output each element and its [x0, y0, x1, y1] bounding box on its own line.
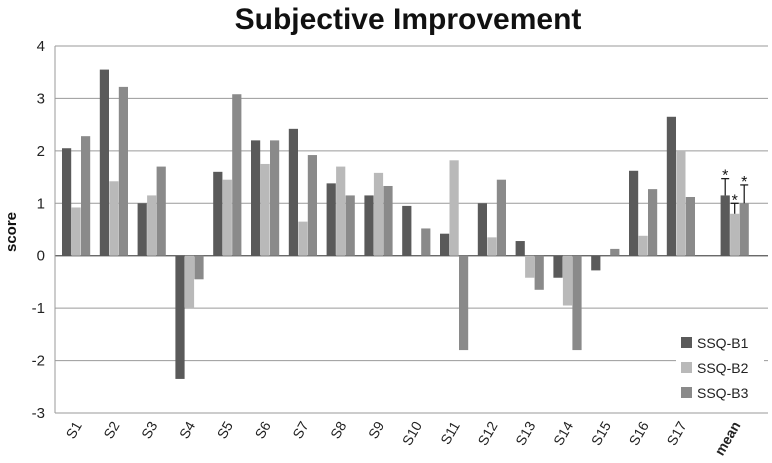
x-tick-label: S2 — [100, 418, 123, 441]
bar-ssq-b2-s8 — [336, 166, 346, 256]
bar-ssq-b1-s9 — [364, 195, 374, 256]
bar-ssq-b2-s6 — [260, 163, 270, 256]
bar-ssq-b1-s12 — [477, 203, 487, 256]
bar-ssq-b2-s17 — [676, 150, 686, 256]
significance-star: * — [741, 174, 747, 191]
bar-ssq-b3-s3 — [156, 166, 166, 256]
bar-ssq-b1-s8 — [326, 183, 336, 256]
y-tick-labels: 4 3 2 1 0 -1 -2 -3 — [32, 38, 45, 422]
significance-star: * — [722, 168, 728, 185]
legend-swatch — [681, 362, 692, 373]
bar-ssq-b3-s8 — [345, 195, 355, 256]
x-tick-label: S12 — [474, 418, 500, 448]
bar-ssq-b1-s13 — [515, 241, 525, 256]
x-tick-label: S3 — [138, 418, 161, 441]
bar-ssq-b3-s14 — [572, 255, 582, 351]
error-bars: *** — [721, 168, 749, 214]
legend-label: SSQ-B2 — [697, 360, 749, 376]
bar-ssq-b1-s5 — [213, 171, 223, 256]
legend-label: SSQ-B1 — [697, 335, 749, 351]
legend-label: SSQ-B3 — [697, 385, 749, 401]
gridlines — [54, 45, 768, 414]
bar-ssq-b3-s6 — [270, 140, 280, 256]
bar-ssq-b3-s15 — [610, 248, 620, 256]
bar-ssq-b1-s16 — [629, 170, 639, 256]
x-tick-label: S14 — [550, 418, 576, 448]
bar-ssq-b2-s2 — [109, 181, 119, 256]
y-tick-label: -3 — [32, 405, 45, 422]
bar-ssq-b1-s11 — [440, 233, 450, 256]
bar-ssq-b2-s9 — [373, 172, 384, 256]
x-tick-label: S1 — [62, 418, 85, 441]
bar-ssq-b3-s11 — [459, 255, 469, 351]
bar-ssq-b3-s7 — [307, 155, 317, 256]
bar-ssq-b2-s1 — [71, 207, 81, 256]
x-tick-label: S15 — [588, 418, 614, 448]
bar-ssq-b3-mean — [739, 203, 749, 256]
bar-ssq-b3-s9 — [383, 185, 393, 256]
bar-ssq-b1-s10 — [402, 205, 412, 256]
bar-ssq-b2-s11 — [449, 160, 459, 256]
x-tick-label: S7 — [289, 418, 312, 441]
y-tick-label: -1 — [32, 300, 45, 317]
bar-ssq-b1-s17 — [666, 116, 676, 256]
bar-ssq-b2-s7 — [298, 221, 308, 256]
bar-ssq-b3-s1 — [81, 136, 91, 256]
x-tick-label: S8 — [327, 418, 350, 441]
x-tick-label: S9 — [365, 418, 388, 441]
bar-ssq-b2-s3 — [147, 195, 157, 256]
bar-ssq-b3-s16 — [648, 189, 658, 256]
bar-ssq-b3-s13 — [534, 255, 544, 290]
bar-ssq-b3-s10 — [421, 228, 431, 256]
y-tick-label: 1 — [37, 195, 45, 212]
bar-ssq-b1-mean — [720, 195, 730, 256]
bar-ssq-b1-s14 — [553, 255, 563, 278]
bar-ssq-b2-s14 — [562, 255, 573, 306]
bar-ssq-b3-s5 — [232, 94, 242, 256]
y-tick-label: 4 — [37, 38, 45, 55]
y-tick-label: -2 — [32, 353, 45, 370]
bar-ssq-b1-s7 — [288, 128, 298, 256]
bar-ssq-b3-s2 — [118, 86, 128, 256]
y-tick-label: 0 — [37, 248, 45, 265]
bar-ssq-b3-s12 — [496, 179, 506, 256]
x-tick-label: S11 — [437, 418, 463, 447]
legend-swatch — [681, 337, 692, 348]
x-tick-label: S13 — [512, 418, 538, 448]
x-tick-label: S4 — [176, 418, 199, 441]
x-tick-label: S17 — [663, 418, 689, 448]
x-tick-label: S10 — [399, 418, 425, 448]
significance-star: * — [732, 192, 738, 209]
x-tick-labels: S1 S2 S3 S4 S5 S6 S7 S8 S9 S10 S11 S12 S13 S14 S15 S16 S… — [62, 418, 743, 458]
x-tick-label: S6 — [251, 418, 274, 441]
bar-ssq-b2-s16 — [638, 235, 648, 256]
x-tick-label: mean — [711, 419, 743, 459]
x-tick-label: S5 — [214, 418, 237, 441]
bar-ssq-b1-s4 — [175, 255, 185, 379]
bar-ssq-b3-s4 — [194, 255, 204, 280]
bar-ssq-b2-s5 — [222, 179, 232, 256]
bar-ssq-b1-s15 — [591, 255, 601, 271]
bar-ssq-b2-s13 — [525, 255, 535, 278]
bar-ssq-b1-s6 — [251, 140, 261, 256]
bar-ssq-b2-s4 — [184, 255, 195, 309]
y-axis-label: score — [3, 212, 20, 252]
bars — [62, 69, 749, 379]
bar-ssq-b1-s3 — [137, 203, 147, 256]
bar-ssq-b3-s17 — [685, 196, 695, 256]
legend-swatch — [681, 387, 692, 398]
bar-ssq-b1-s2 — [99, 69, 109, 256]
legend: SSQ-B1 SSQ-B2 SSQ-B3 — [676, 330, 764, 408]
bar-ssq-b2-mean — [730, 213, 740, 256]
y-tick-label: 2 — [37, 143, 45, 160]
chart-title: Subjective Improvement — [235, 3, 582, 36]
bar-ssq-b1-s1 — [62, 148, 72, 256]
y-tick-label: 3 — [37, 90, 45, 107]
x-tick-label: S16 — [626, 418, 652, 448]
bar-ssq-b2-s12 — [487, 237, 497, 256]
